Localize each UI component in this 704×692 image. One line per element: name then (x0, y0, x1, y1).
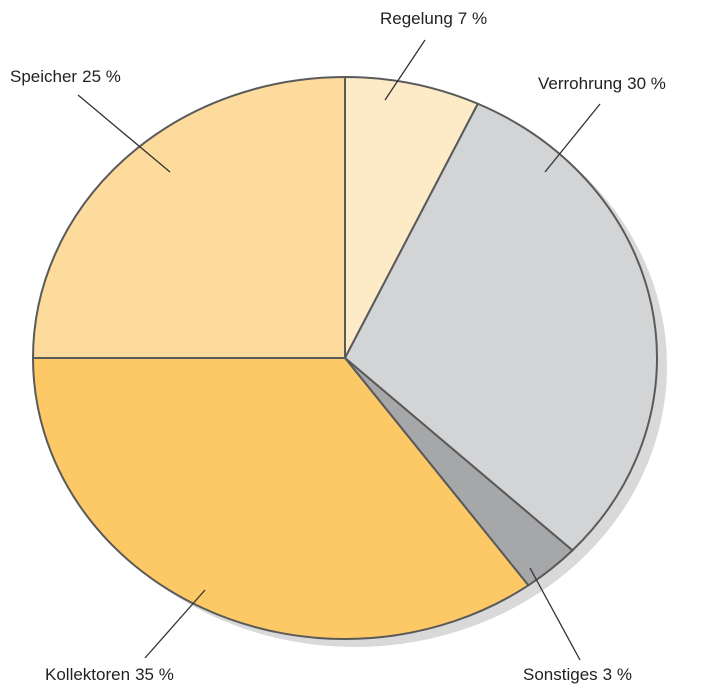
pie-slice (343, 102, 658, 552)
value-label: 3 % (603, 665, 632, 684)
leader-line (77, 94, 171, 173)
pie-slice (344, 75, 480, 359)
leader-line (384, 39, 426, 101)
value-label: 30 % (627, 74, 666, 93)
category-label: Sonstiges (523, 665, 598, 684)
slice-label: Verrohrung 30 % (538, 74, 666, 93)
slice-label: Regelung 7 % (380, 9, 487, 28)
category-label: Regelung (380, 9, 453, 28)
slice-label: Kollektoren 35 % (45, 665, 174, 684)
pie-slice (31, 75, 346, 359)
value-label: 25 % (82, 67, 121, 86)
leader-line (529, 567, 581, 661)
leader-line (544, 103, 601, 173)
slice-label: Sonstiges 3 % (523, 665, 632, 684)
value-label: 35 % (135, 665, 174, 684)
leader-line (144, 589, 206, 659)
value-label: 7 % (458, 9, 487, 28)
category-label: Verrohrung (538, 74, 622, 93)
category-label: Speicher (10, 67, 77, 86)
slice-label: Speicher 25 % (10, 67, 121, 86)
category-label: Kollektoren (45, 665, 130, 684)
pie-slice (31, 357, 530, 640)
